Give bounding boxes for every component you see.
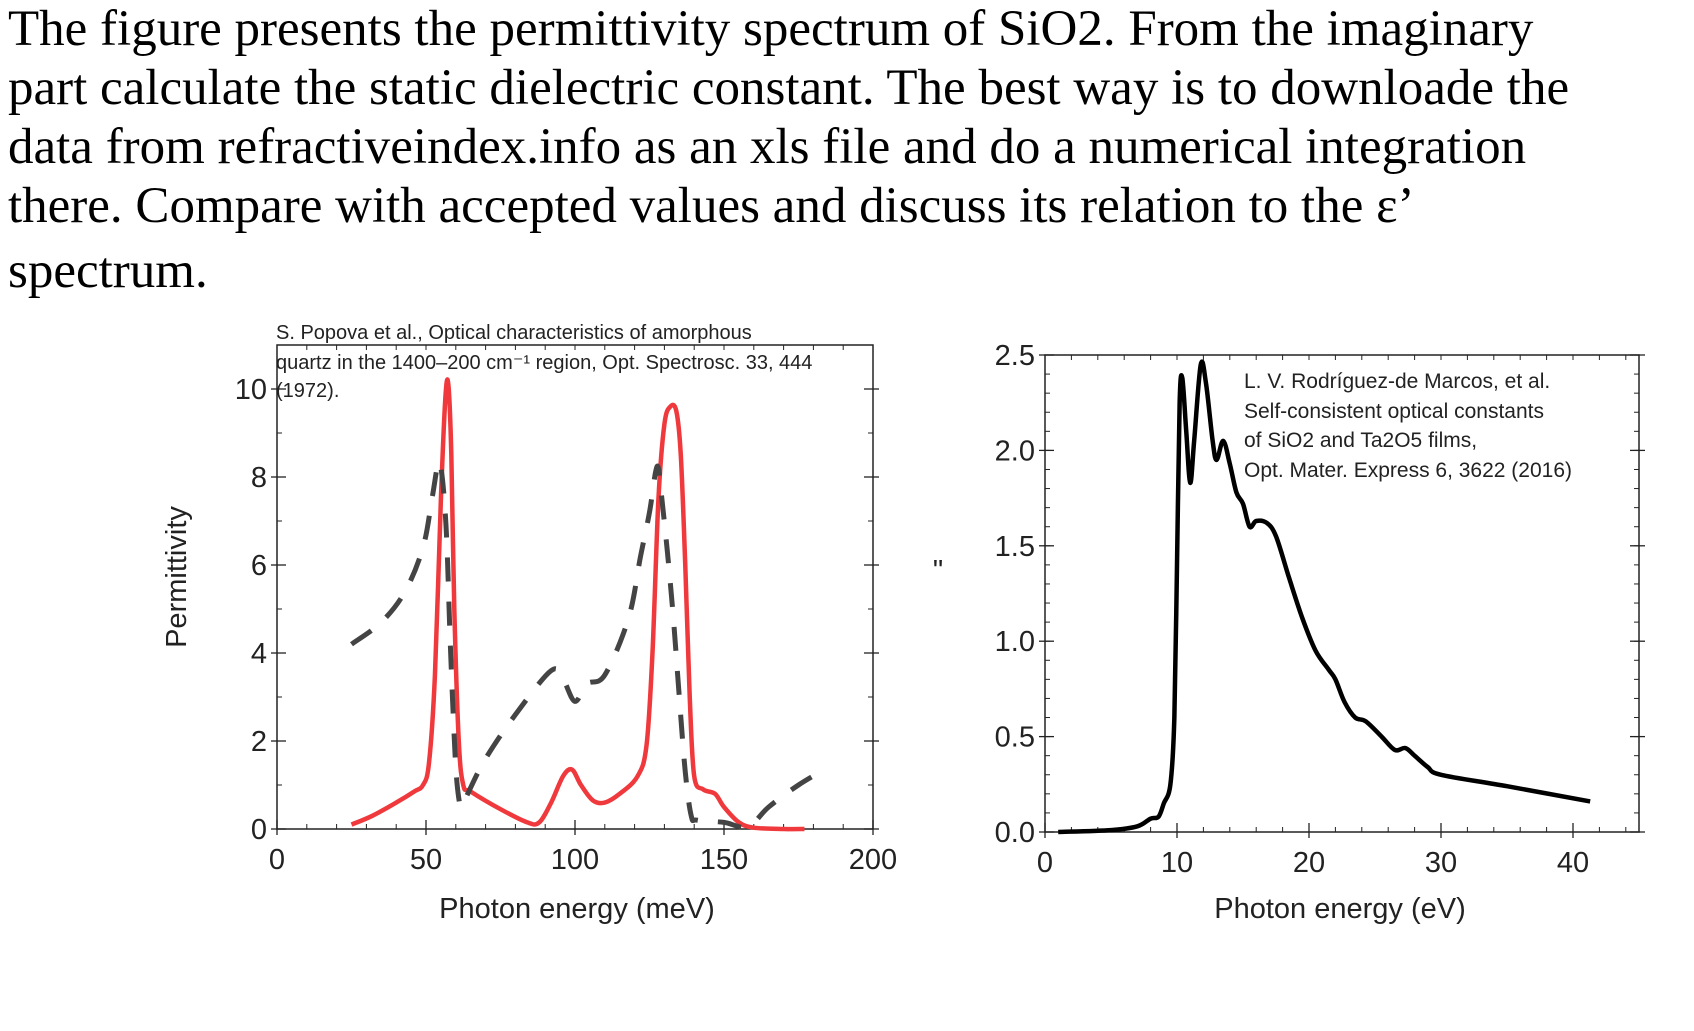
x-tick-label: 200 [849, 844, 897, 876]
x-tick-label: 30 [1425, 847, 1457, 879]
y-tick-label: 0 [251, 814, 267, 846]
y-tick-label: 8 [251, 462, 267, 494]
citation-line: S. Popova et al., Optical characteristic… [276, 322, 752, 344]
x-tick-label: 0 [269, 844, 285, 876]
y-tick-label: 4 [251, 638, 267, 670]
x-tick-label: 40 [1557, 847, 1589, 879]
y-tick-label: 0.5 [995, 722, 1035, 754]
y-tick-label: 1.0 [995, 626, 1035, 658]
citation-line: quartz in the 1400–200 cm⁻¹ region, Opt.… [276, 352, 812, 374]
y-tick-label: 2.0 [995, 435, 1035, 467]
x-tick-label: 0 [1037, 847, 1053, 879]
prompt-line: there. Compare with accepted values and … [8, 178, 1415, 234]
citation-line: (1972). [276, 380, 339, 402]
y-axis-label: Permittivity [161, 506, 193, 648]
citation-line: L. V. Rodríguez-de Marcos, et al. [1244, 370, 1550, 393]
prompt-line: The figure presents the permittivity spe… [8, 1, 1534, 57]
plot-frame [276, 344, 874, 830]
plot-frame [1044, 354, 1640, 833]
series-line [350, 377, 805, 832]
x-axis-label: Photon energy (eV) [1214, 893, 1465, 925]
citation-line: of SiO2 and Ta2O5 films, [1244, 429, 1477, 452]
prompt-line: data from refractiveindex.info as an xls… [8, 119, 1527, 175]
series-line-dashed [350, 459, 830, 830]
prompt-line: spectrum. [8, 243, 208, 299]
x-tick-label: 150 [700, 844, 748, 876]
prompt-line: part calculate the static dielectric con… [8, 60, 1570, 116]
x-tick-label: 20 [1293, 847, 1325, 879]
citation-line: Opt. Mater. Express 6, 3622 (2016) [1244, 459, 1572, 482]
problem-statement: The figure presents the permittivity spe… [8, 0, 1688, 301]
x-axis-label: Photon energy (meV) [439, 893, 715, 925]
x-tick-label: 10 [1161, 847, 1193, 879]
series-line [1058, 359, 1591, 835]
chart-0: 0 50 100 150 200 0 2 4 6 8 10 Photon energy (meV) Pe… [161, 322, 897, 925]
y-tick-label: 2.5 [995, 340, 1035, 372]
y-axis-label: " [933, 555, 943, 587]
x-tick-label: 50 [410, 844, 442, 876]
chart-1: 0 10 20 30 40 0.0 0.5 1.0 1.5 2.0 2.5 Photon energy… [933, 340, 1645, 925]
citation-line: Self-consistent optical constants [1244, 400, 1544, 423]
x-tick-label: 100 [551, 844, 599, 876]
y-tick-label: 10 [235, 374, 267, 406]
y-tick-label: 6 [251, 550, 267, 582]
y-tick-label: 2 [251, 726, 267, 758]
y-tick-label: 1.5 [995, 531, 1035, 563]
y-tick-label: 0.0 [995, 817, 1035, 849]
